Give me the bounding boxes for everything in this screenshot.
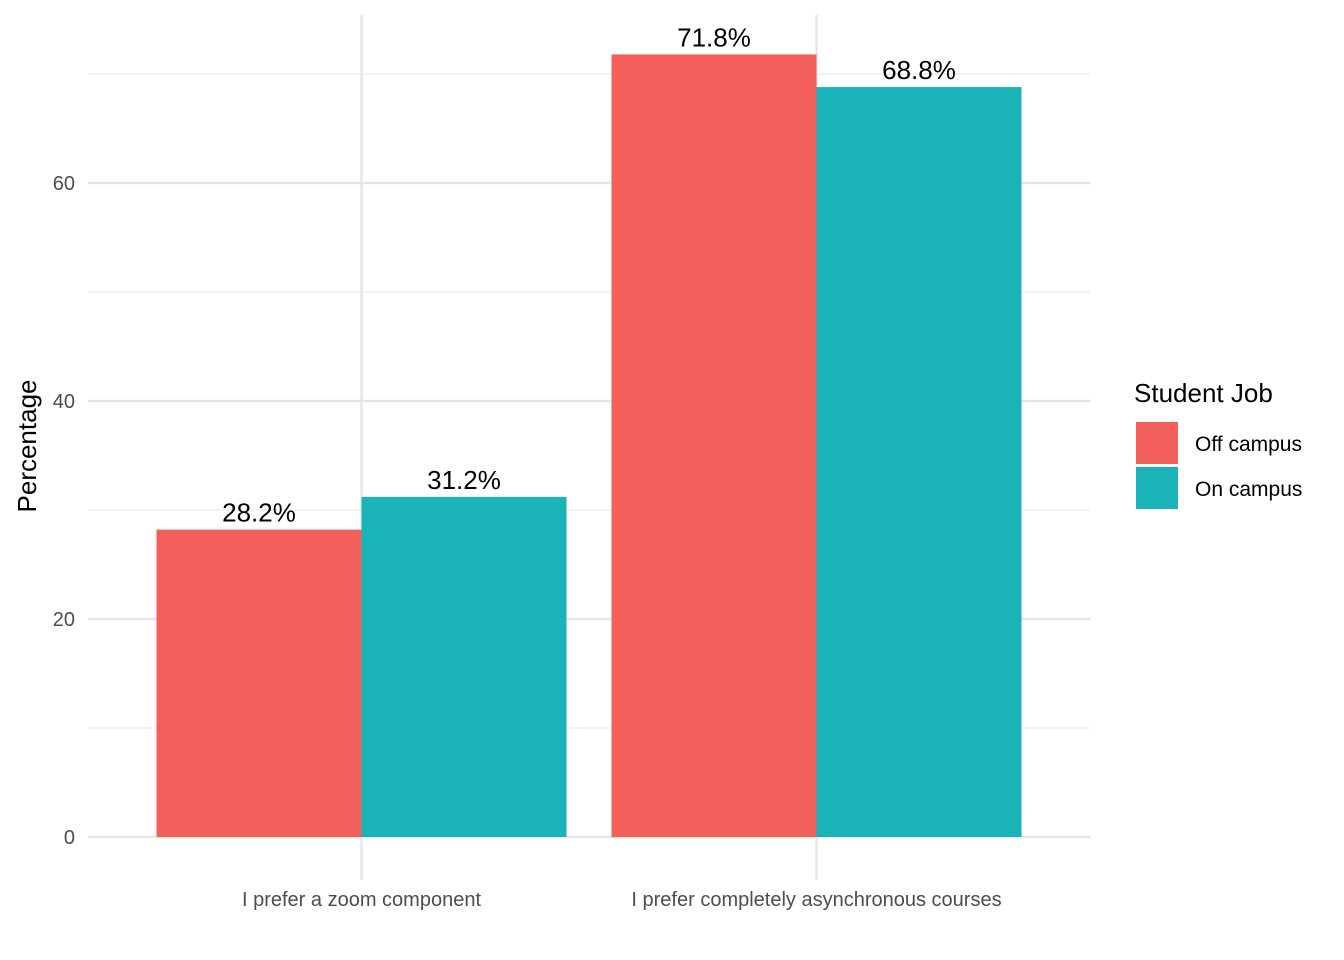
y-tick-label: 20 bbox=[53, 609, 75, 631]
bar-off-campus bbox=[156, 529, 362, 837]
x-axis-ticks: I prefer a zoom component I prefer comple… bbox=[242, 889, 1002, 911]
legend-label: On campus bbox=[1195, 478, 1302, 501]
y-axis-title: Percentage bbox=[12, 380, 42, 513]
legend: Student Job Off campus On campus bbox=[1134, 378, 1302, 509]
bar-on-campus bbox=[816, 87, 1022, 837]
bar-on-campus bbox=[361, 496, 567, 837]
legend-label: Off campus bbox=[1195, 433, 1302, 456]
bar-value-label: 31.2% bbox=[427, 465, 501, 495]
bar-value-label: 68.8% bbox=[882, 55, 956, 85]
y-tick-label: 60 bbox=[53, 173, 75, 195]
legend-swatch bbox=[1136, 422, 1178, 464]
bar-value-label: 28.2% bbox=[222, 498, 296, 528]
bar-off-campus bbox=[611, 54, 817, 837]
data-labels: 28.2% 31.2% 71.8% 68.8% bbox=[222, 22, 956, 527]
y-tick-label: 40 bbox=[53, 391, 75, 413]
legend-title: Student Job bbox=[1134, 378, 1273, 408]
y-axis-ticks: 0 20 40 60 bbox=[53, 173, 75, 849]
x-tick-label: I prefer a zoom component bbox=[242, 889, 481, 911]
y-tick-label: 0 bbox=[64, 827, 75, 849]
legend-swatch bbox=[1136, 467, 1178, 509]
bars bbox=[156, 54, 1022, 837]
x-tick-label: I prefer completely asynchronous courses bbox=[631, 889, 1001, 911]
bar-value-label: 71.8% bbox=[677, 22, 751, 52]
